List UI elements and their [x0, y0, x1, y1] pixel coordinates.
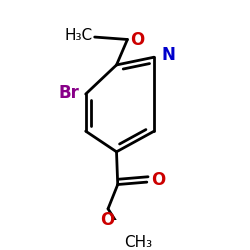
Text: Br: Br [59, 84, 80, 102]
Text: H₃C: H₃C [64, 28, 93, 43]
Text: CH₃: CH₃ [124, 236, 152, 250]
Text: N: N [162, 46, 175, 64]
Text: O: O [100, 211, 114, 229]
Text: O: O [130, 31, 144, 49]
Text: O: O [151, 171, 166, 189]
